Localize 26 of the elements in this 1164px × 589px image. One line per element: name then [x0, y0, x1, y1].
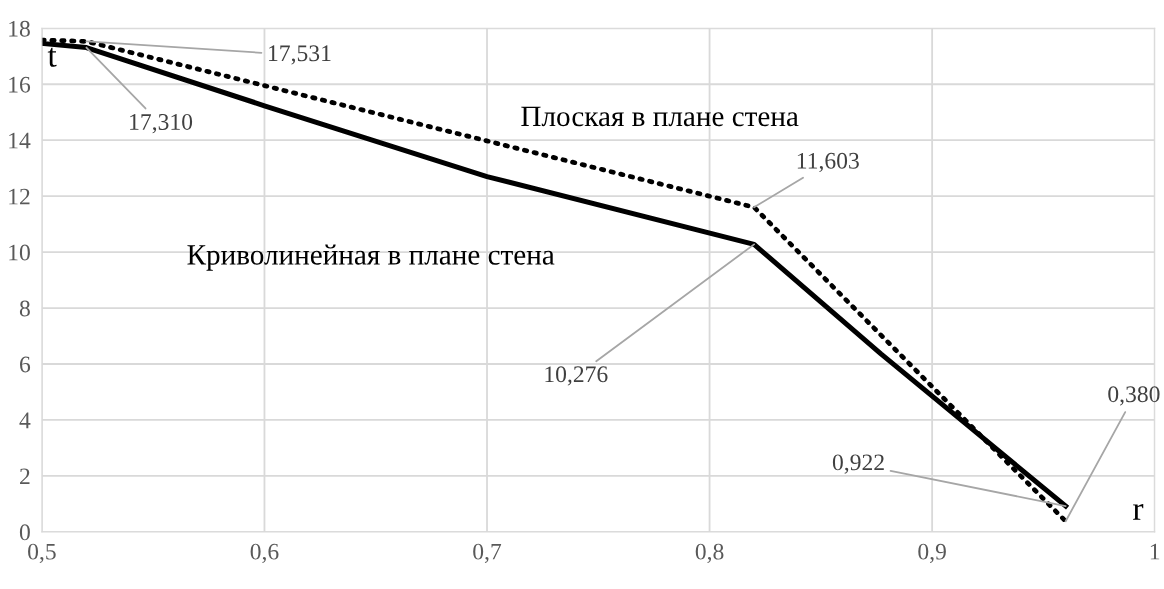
x-tick-label: 0,5: [28, 543, 56, 563]
data-label: 17,310: [130, 113, 193, 134]
data-label: 11,603: [797, 152, 859, 173]
y-tick-label: 0: [19, 524, 30, 541]
y-tick-label: 4: [19, 412, 31, 429]
y-tick-label: 2: [20, 468, 30, 485]
y-tick-label: 10: [9, 244, 30, 261]
data-label: 0,922: [832, 454, 884, 474]
y-tick-label: 8: [19, 300, 30, 317]
x-axis-title: r: [1133, 504, 1144, 520]
y-axis-title: t: [47, 47, 57, 67]
series-label: Плоская в плане стена: [521, 106, 799, 127]
y-tick-label: 6: [20, 356, 31, 373]
x-tick-label: 1: [1150, 543, 1160, 560]
y-tick-label: 16: [9, 76, 31, 93]
x-tick-label: 0,7: [473, 543, 502, 563]
x-tick-label: 0,9: [918, 543, 946, 563]
y-tick-label: 14: [9, 132, 31, 149]
data-label: 0,380: [1108, 386, 1160, 406]
data-label: 10,276: [545, 366, 608, 386]
y-tick-label: 12: [9, 188, 30, 205]
series-label: Криволинейная в плане стена: [187, 244, 555, 271]
data-label: 17,531: [269, 45, 331, 65]
y-tick-label: 18: [9, 20, 30, 37]
x-tick-label: 0,6: [250, 543, 279, 563]
x-tick-label: 0,8: [695, 543, 724, 563]
